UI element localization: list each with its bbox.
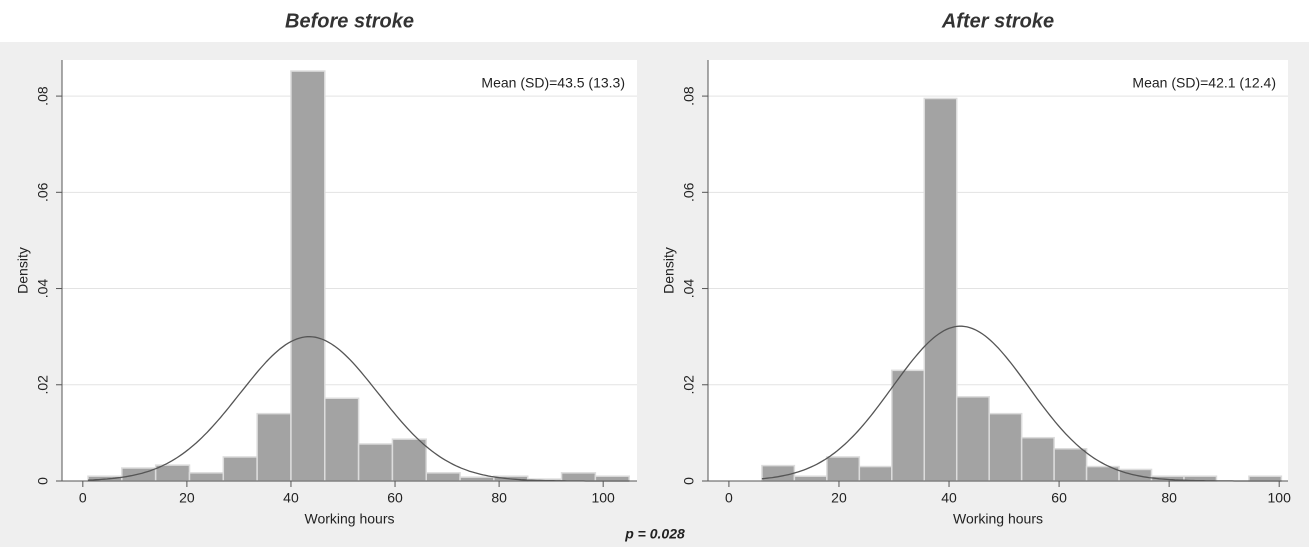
bar [425, 472, 461, 482]
panel-title: After stroke [941, 10, 1054, 32]
bar [1020, 436, 1055, 482]
bar [154, 464, 191, 482]
x-tick-label: 100 [591, 490, 615, 506]
bar [357, 443, 394, 482]
bar [891, 369, 926, 482]
annotation: Mean (SD)=43.5 (13.3) [481, 75, 625, 91]
bar [923, 97, 958, 482]
bar [594, 475, 630, 482]
annotation: Mean (SD)=42.1 (12.4) [1132, 75, 1276, 91]
y-tick-label: .02 [35, 375, 51, 395]
y-axis-label: Density [15, 247, 31, 294]
y-tick-label: 0 [681, 477, 697, 485]
x-tick-label: 20 [179, 490, 195, 506]
bar [793, 475, 828, 482]
y-tick-label: .04 [35, 279, 51, 299]
bar [826, 456, 861, 482]
bar [459, 476, 495, 482]
x-tick-label: 0 [79, 490, 87, 506]
bar [188, 472, 225, 482]
x-tick-label: 0 [725, 490, 733, 506]
y-tick-label: .08 [35, 86, 51, 106]
x-axis-label: Working hours [304, 511, 394, 527]
bar [858, 465, 893, 482]
bar [1053, 448, 1088, 482]
y-tick-label: .08 [681, 86, 697, 106]
y-tick-label: .04 [681, 279, 697, 299]
x-tick-label: 80 [1161, 490, 1177, 506]
bar [560, 472, 597, 482]
p-value: p = 0.028 [624, 526, 685, 542]
x-tick-label: 20 [831, 490, 847, 506]
normal-curve [87, 336, 630, 482]
x-axis-label: Working hours [953, 511, 1043, 527]
bar [988, 412, 1023, 482]
y-tick-label: 0 [35, 477, 51, 485]
bar [324, 397, 360, 482]
y-axis-label: Density [661, 247, 677, 294]
bar [1248, 475, 1283, 482]
y-tick-label: .06 [35, 182, 51, 202]
bar [391, 438, 428, 482]
x-tick-label: 40 [283, 490, 299, 506]
y-tick-label: .06 [681, 182, 697, 202]
x-tick-label: 80 [491, 490, 507, 506]
bar [955, 396, 990, 482]
bar [256, 412, 292, 482]
bar [222, 456, 258, 482]
plot-area [708, 60, 1288, 481]
x-tick-label: 40 [941, 490, 957, 506]
bar [290, 70, 326, 482]
x-tick-label: 60 [1051, 490, 1067, 506]
panel-title: Before stroke [285, 10, 414, 32]
x-tick-label: 60 [387, 490, 403, 506]
y-tick-label: .02 [681, 375, 697, 395]
x-tick-label: 100 [1268, 490, 1292, 506]
